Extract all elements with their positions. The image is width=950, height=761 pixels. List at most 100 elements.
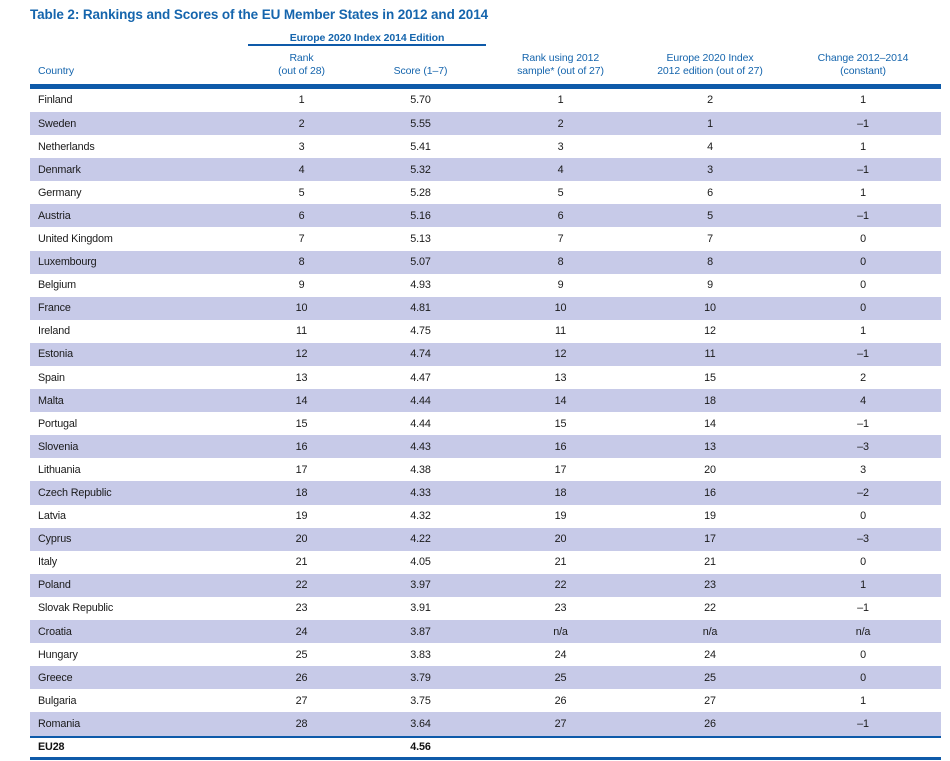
cell-change: –1 bbox=[785, 158, 941, 182]
cell-rank-2012-edition: 22 bbox=[704, 602, 716, 615]
cell-change: 2 bbox=[860, 371, 866, 384]
cell-score-2014: 3.97 bbox=[355, 573, 486, 597]
cell-country: Ireland bbox=[38, 325, 70, 338]
cell-rank-2014: 11 bbox=[296, 325, 307, 338]
table-row: Luxembourg 8 5.07 8 8 0 bbox=[30, 250, 941, 274]
table-row: Czech Republic 18 4.33 18 16 –2 bbox=[30, 481, 941, 505]
cell-country: Portugal bbox=[38, 417, 78, 430]
cell-rank-2012-edition: 1 bbox=[635, 111, 785, 136]
cell-rank-2012-sample: 5 bbox=[557, 186, 564, 199]
group-spacer-right bbox=[486, 27, 941, 45]
cell-rank-2012-edition: 27 bbox=[704, 694, 716, 707]
cell-rank-2014: 14 bbox=[248, 389, 355, 413]
cell-rank-2012-sample: 21 bbox=[554, 556, 567, 569]
cell-rank-2014: 19 bbox=[295, 510, 308, 523]
cell-country: Germany bbox=[38, 186, 82, 199]
cell-rank-2014: 6 bbox=[248, 204, 355, 228]
cell-country: Belgium bbox=[38, 279, 76, 292]
cell-change: 1 bbox=[785, 573, 941, 597]
cell-country: Netherlands bbox=[38, 140, 95, 153]
table-row: Bulgaria 27 3.75 26 27 1 bbox=[30, 689, 941, 712]
col-header-rank-2014: Rank (out of 28) bbox=[248, 45, 355, 89]
cell-rank-2012-sample: 1 bbox=[557, 94, 564, 107]
cell-rank-2012-sample: 15 bbox=[554, 417, 567, 430]
table-row: Slovenia 16 4.43 16 13 –3 bbox=[30, 435, 941, 459]
group-header-row: Europe 2020 Index 2014 Edition bbox=[30, 27, 941, 46]
table-row: Slovak Republic 23 3.91 23 22 –1 bbox=[30, 597, 941, 620]
cell-change: 1 bbox=[860, 325, 866, 338]
cell-rank-2012-edition: 9 bbox=[707, 279, 713, 292]
cell-score-2014: 5.32 bbox=[355, 158, 486, 182]
cell-rank-2012-edition: 20 bbox=[704, 463, 716, 476]
cell-score-2014: 3.75 bbox=[410, 694, 431, 707]
cell-rank-2014: 23 bbox=[295, 602, 308, 615]
cell-rank-2012-edition: 24 bbox=[704, 648, 716, 661]
cell-score-2014: 4.32 bbox=[410, 510, 431, 523]
table-row: Greece 26 3.79 25 25 0 bbox=[30, 666, 941, 690]
cell-rank-2012-sample: 26 bbox=[554, 694, 567, 707]
table-row: Latvia 19 4.32 19 19 0 bbox=[30, 505, 941, 528]
cell-country: Bulgaria bbox=[38, 694, 77, 707]
table-row: Portugal 15 4.44 15 14 –1 bbox=[30, 412, 941, 435]
cell-rank-2012-edition: 10 bbox=[635, 296, 785, 320]
table-row: Estonia 12 4.74 12 11 –1 bbox=[30, 342, 941, 366]
cell-country: Italy bbox=[38, 556, 58, 569]
cell-change: 1 bbox=[860, 94, 866, 107]
cell-rank-2012-sample: 22 bbox=[486, 573, 635, 597]
cell-rank-2012-sample: 11 bbox=[555, 325, 566, 338]
cell-change: 1 bbox=[860, 694, 866, 707]
cell-rank-2012-edition: 5 bbox=[635, 204, 785, 228]
cell-country: Romania bbox=[30, 712, 248, 737]
cell-change: –3 bbox=[785, 527, 941, 551]
cell-country: Latvia bbox=[38, 510, 66, 523]
cell-rank-2014: 9 bbox=[298, 279, 305, 292]
cell-rank-2014: 12 bbox=[248, 342, 355, 366]
cell-rank-2012-edition: 12 bbox=[704, 325, 716, 338]
cell-rank-2012-edition: 4 bbox=[707, 140, 713, 153]
cell-change: 0 bbox=[785, 250, 941, 274]
table-row: United Kingdom 7 5.13 7 7 0 bbox=[30, 227, 941, 250]
cell-score-2014: 4.33 bbox=[355, 481, 486, 505]
table-title: Table 2: Rankings and Scores of the EU M… bbox=[30, 7, 489, 22]
cell-rank-2012-edition: 21 bbox=[704, 556, 716, 569]
col-header-country: Country bbox=[30, 45, 248, 89]
cell-rank-2012-edition: 23 bbox=[635, 573, 785, 597]
cell-score-2014: 4.75 bbox=[410, 325, 431, 338]
footer-row-eu28: EU28 4.56 bbox=[30, 735, 941, 760]
cell-score-2014: 4.47 bbox=[410, 371, 431, 384]
cell-rank-2012-sample: 27 bbox=[486, 712, 635, 737]
cell-score-2014: 4.38 bbox=[410, 463, 431, 476]
table-row: France 10 4.81 10 10 0 bbox=[30, 296, 941, 320]
cell-change: –2 bbox=[785, 481, 941, 505]
cell-rank-2012-sample bbox=[486, 735, 635, 760]
cell-country: Malta bbox=[30, 389, 248, 413]
table-row: Denmark 4 5.32 4 3 –1 bbox=[30, 158, 941, 182]
cell-country: Lithuania bbox=[38, 463, 81, 476]
cell-rank-2012-sample: 7 bbox=[557, 232, 564, 245]
cell-country: Spain bbox=[38, 371, 65, 384]
cell-score-2014: 3.64 bbox=[355, 712, 486, 737]
cell-score-2014: 4.05 bbox=[410, 556, 431, 569]
cell-rank-2012-sample: n/a bbox=[486, 620, 635, 644]
cell-country: Sweden bbox=[30, 111, 248, 136]
cell-rank-2014: 17 bbox=[295, 463, 308, 476]
cell-change: 0 bbox=[860, 279, 866, 292]
cell-score-2014: 4.22 bbox=[355, 527, 486, 551]
cell-score-2014: 4.44 bbox=[410, 417, 431, 430]
cell-rank-2014: 2 bbox=[248, 111, 355, 136]
cell-score-2014: 5.55 bbox=[355, 111, 486, 136]
table-row: Croatia 24 3.87 n/a n/a n/a bbox=[30, 620, 941, 644]
cell-country: Denmark bbox=[30, 158, 248, 182]
group-header-2014-edition: Europe 2020 Index 2014 Edition bbox=[248, 27, 486, 46]
table-row: Ireland 11 4.75 11 12 1 bbox=[30, 320, 941, 343]
cell-change: –1 bbox=[785, 712, 941, 737]
cell-score-2014: 3.79 bbox=[355, 666, 486, 690]
cell-rank-2012-sample: 3 bbox=[557, 140, 564, 153]
cell-change: –1 bbox=[785, 204, 941, 228]
cell-country: Luxembourg bbox=[30, 250, 248, 274]
cell-country: France bbox=[30, 296, 248, 320]
cell-score-2014: 5.13 bbox=[410, 232, 431, 245]
cell-rank-2012-sample: 12 bbox=[486, 342, 635, 366]
cell-rank-2014: 18 bbox=[248, 481, 355, 505]
